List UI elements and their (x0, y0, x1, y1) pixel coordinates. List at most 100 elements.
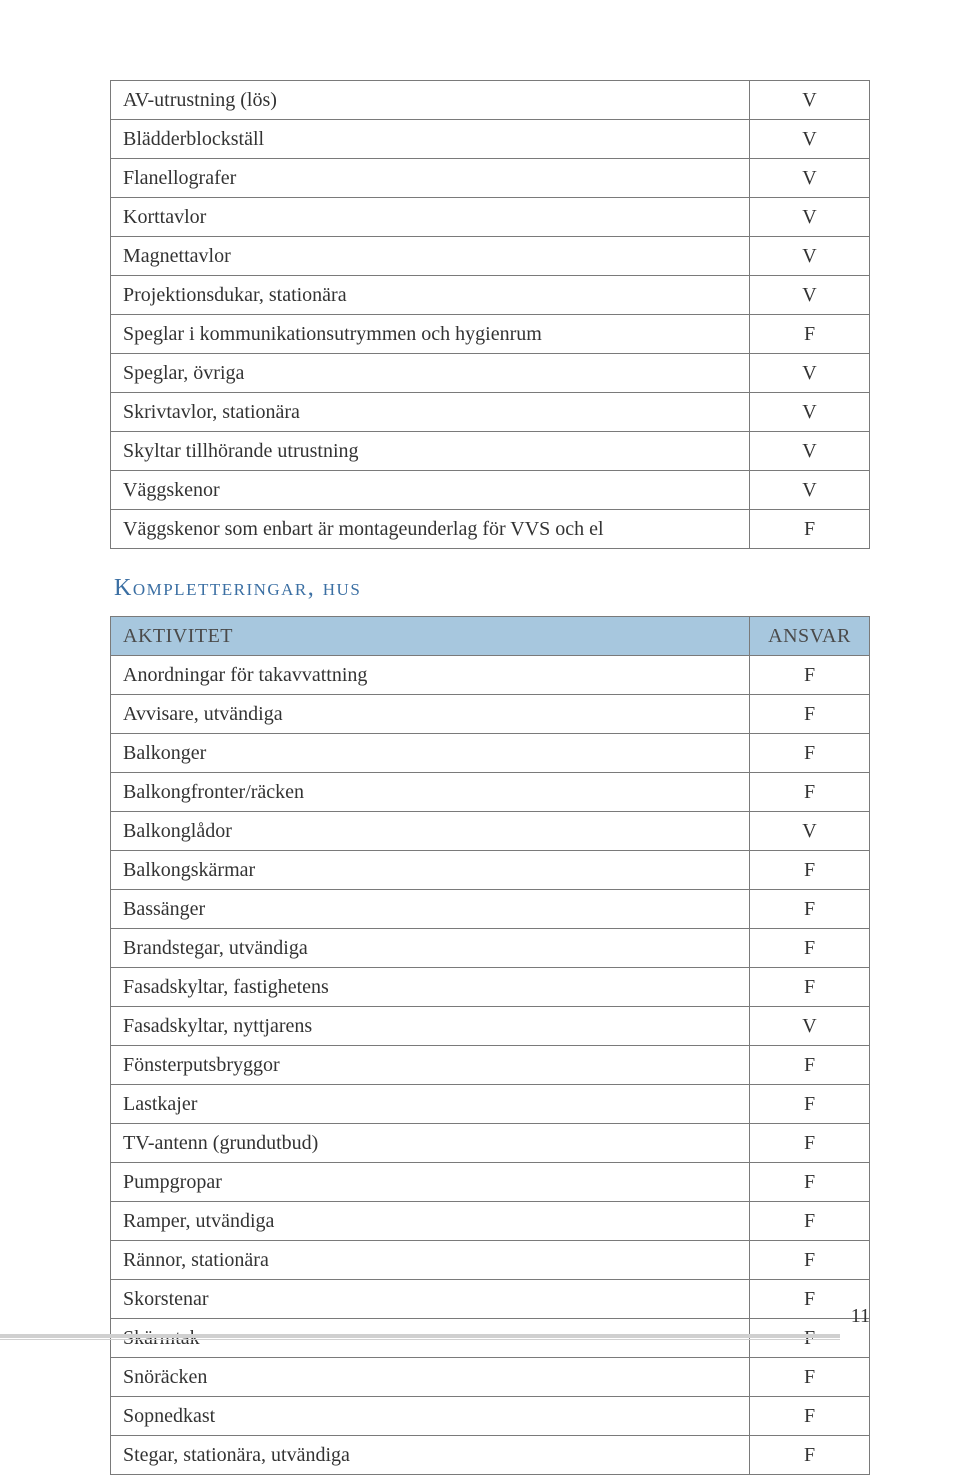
row-label: Flanellografer (111, 159, 750, 198)
row-value: F (750, 968, 870, 1007)
row-value: F (750, 734, 870, 773)
row-value: V (750, 393, 870, 432)
row-value: V (750, 81, 870, 120)
row-value: F (750, 1436, 870, 1475)
row-label: Bassänger (111, 890, 750, 929)
row-value: F (750, 1241, 870, 1280)
row-value: V (750, 354, 870, 393)
table-row: Brandstegar, utvändigaF (111, 929, 870, 968)
row-value: F (750, 1046, 870, 1085)
table-row: BalkonglådorV (111, 812, 870, 851)
table-row: BassängerF (111, 890, 870, 929)
row-label: Fasadskyltar, nyttjarens (111, 1007, 750, 1046)
table-row: Rännor, stationäraF (111, 1241, 870, 1280)
row-value: V (750, 471, 870, 510)
table-row: BlädderblockställV (111, 120, 870, 159)
row-label: Korttavlor (111, 198, 750, 237)
row-value: F (750, 890, 870, 929)
row-label: Balkongfronter/räcken (111, 773, 750, 812)
row-label: TV-antenn (grundutbud) (111, 1124, 750, 1163)
table-row: Fasadskyltar, fastighetensF (111, 968, 870, 1007)
table-row: VäggskenorV (111, 471, 870, 510)
table-1: AV-utrustning (lös)V BlädderblockställV … (110, 80, 870, 549)
table-row: Balkongfronter/räckenF (111, 773, 870, 812)
row-label: Magnettavlor (111, 237, 750, 276)
row-label: Anordningar för takavvattning (111, 656, 750, 695)
row-label: Väggskenor (111, 471, 750, 510)
table-1-body: AV-utrustning (lös)V BlädderblockställV … (111, 81, 870, 549)
table-row: Väggskenor som enbart är montageunderlag… (111, 510, 870, 549)
row-value: V (750, 159, 870, 198)
row-label: Speglar, övriga (111, 354, 750, 393)
row-value: F (750, 1124, 870, 1163)
row-label: Blädderblockställ (111, 120, 750, 159)
table-row: KorttavlorV (111, 198, 870, 237)
row-label: Skyltar tillhörande utrustning (111, 432, 750, 471)
table-row: PumpgroparF (111, 1163, 870, 1202)
row-value: F (750, 773, 870, 812)
table-row: Skyltar tillhörande utrustningV (111, 432, 870, 471)
table-row: FlanellograferV (111, 159, 870, 198)
table-row: Speglar i kommunikationsutrymmen och hyg… (111, 315, 870, 354)
row-value: V (750, 276, 870, 315)
row-label: AV-utrustning (lös) (111, 81, 750, 120)
row-label: Skrivtavlor, stationära (111, 393, 750, 432)
row-label: Pumpgropar (111, 1163, 750, 1202)
table-row: Skrivtavlor, stationäraV (111, 393, 870, 432)
row-value: V (750, 432, 870, 471)
table-row: Speglar, övrigaV (111, 354, 870, 393)
row-label: Speglar i kommunikationsutrymmen och hyg… (111, 315, 750, 354)
table-row: BalkongskärmarF (111, 851, 870, 890)
row-value: V (750, 120, 870, 159)
row-value: F (750, 1085, 870, 1124)
row-label: Brandstegar, utvändiga (111, 929, 750, 968)
table-2-body: AKTIVITET ANSVAR Anordningar för takavva… (111, 617, 870, 1475)
row-label: Sopnedkast (111, 1397, 750, 1436)
row-value: F (750, 929, 870, 968)
table-row: Ramper, utvändigaF (111, 1202, 870, 1241)
page-number: 11 (851, 1305, 870, 1328)
row-label: Projektionsdukar, stationära (111, 276, 750, 315)
row-label: Stegar, stationära, utvändiga (111, 1436, 750, 1475)
table-row: LastkajerF (111, 1085, 870, 1124)
table-2: AKTIVITET ANSVAR Anordningar för takavva… (110, 616, 870, 1475)
row-label: Lastkajer (111, 1085, 750, 1124)
row-value: F (750, 851, 870, 890)
row-value: F (750, 1358, 870, 1397)
row-value: F (750, 1397, 870, 1436)
row-label: Balkonger (111, 734, 750, 773)
table-row: AV-utrustning (lös)V (111, 81, 870, 120)
table-row: FönsterputsbryggorF (111, 1046, 870, 1085)
row-value: F (750, 1202, 870, 1241)
table-row: BalkongerF (111, 734, 870, 773)
row-value: V (750, 812, 870, 851)
row-value: F (750, 315, 870, 354)
header-label: AKTIVITET (111, 617, 750, 656)
row-label: Fasadskyltar, fastighetens (111, 968, 750, 1007)
row-label: Väggskenor som enbart är montageunderlag… (111, 510, 750, 549)
table-row: MagnettavlorV (111, 237, 870, 276)
row-label: Rännor, stationära (111, 1241, 750, 1280)
header-value: ANSVAR (750, 617, 870, 656)
row-value: F (750, 1163, 870, 1202)
page-container: AV-utrustning (lös)V BlädderblockställV … (0, 0, 960, 1366)
row-label: Skorstenar (111, 1280, 750, 1319)
table-row: SopnedkastF (111, 1397, 870, 1436)
table-row: Fasadskyltar, nyttjarensV (111, 1007, 870, 1046)
table-row: Avvisare, utvändigaF (111, 695, 870, 734)
row-label: Fönsterputsbryggor (111, 1046, 750, 1085)
row-label: Avvisare, utvändiga (111, 695, 750, 734)
table-row: SkorstenarF (111, 1280, 870, 1319)
section-title-kompletteringar: Kompletteringar, hus (114, 575, 870, 602)
row-value: F (750, 695, 870, 734)
table-header-row: AKTIVITET ANSVAR (111, 617, 870, 656)
table-row: Stegar, stationära, utvändigaF (111, 1436, 870, 1475)
table-row: Projektionsdukar, stationäraV (111, 276, 870, 315)
row-value: V (750, 198, 870, 237)
table-row: TV-antenn (grundutbud)F (111, 1124, 870, 1163)
row-label: Balkonglådor (111, 812, 750, 851)
row-value: V (750, 1007, 870, 1046)
row-label: Snöräcken (111, 1358, 750, 1397)
row-value: F (750, 656, 870, 695)
row-value: F (750, 510, 870, 549)
